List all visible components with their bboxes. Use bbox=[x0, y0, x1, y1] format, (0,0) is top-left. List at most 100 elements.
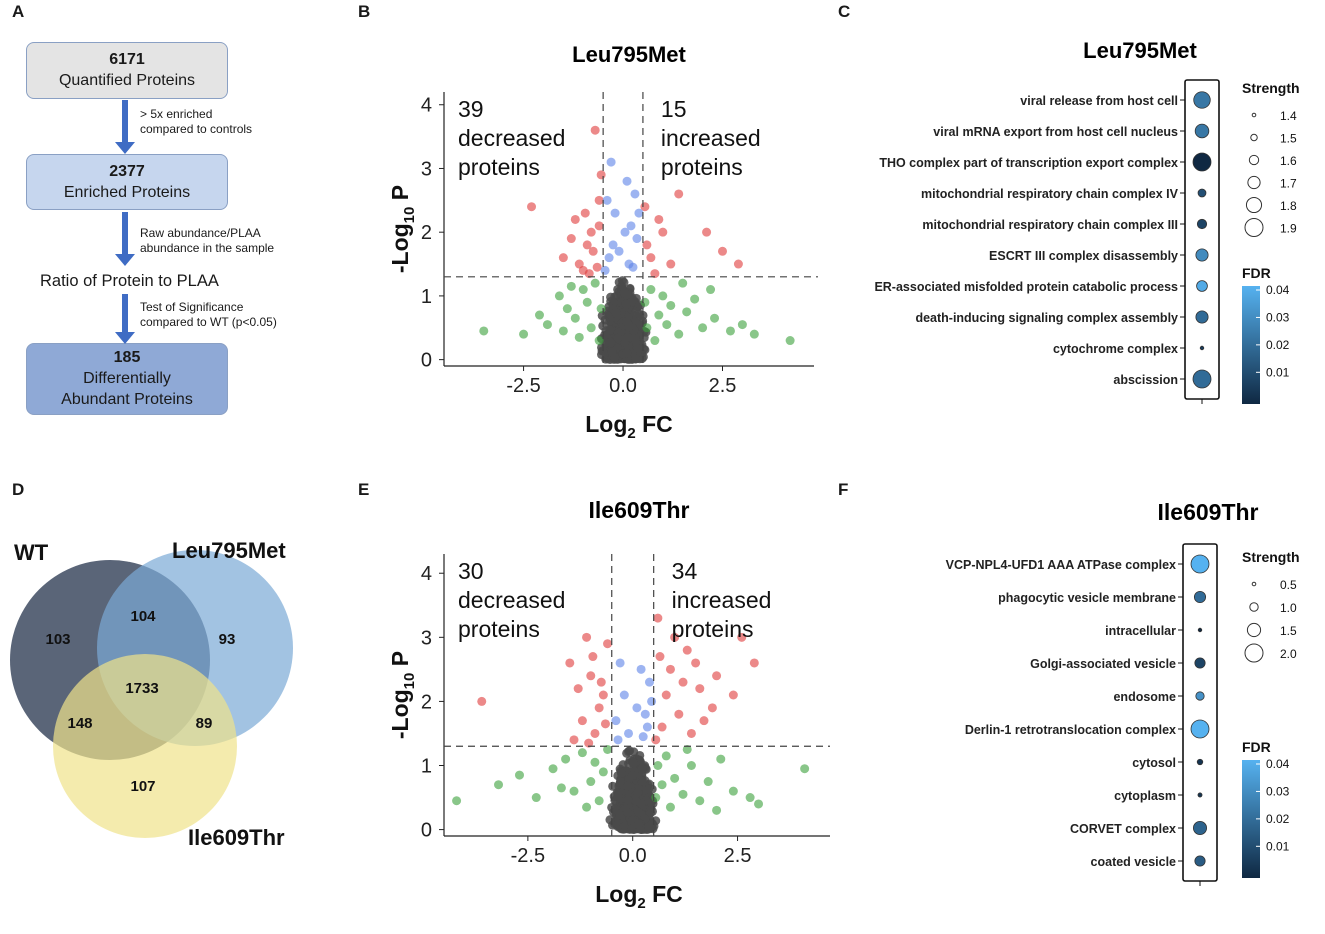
volcano-point-p_only bbox=[558, 326, 568, 336]
volcano-point-p_only bbox=[577, 748, 587, 758]
volcano-point-ns bbox=[633, 820, 643, 830]
term-label: cytochrome complex bbox=[1053, 342, 1178, 356]
volcano-point-p_only bbox=[569, 786, 579, 796]
y-tick-label: 0 bbox=[421, 350, 432, 372]
legend-strength-circle bbox=[1251, 112, 1257, 118]
volcano-point-p_only bbox=[594, 796, 604, 806]
volcano-point-significant bbox=[527, 202, 537, 212]
volcano-point-ns bbox=[628, 758, 638, 768]
volcano-point-p_only bbox=[531, 793, 541, 803]
term-dot bbox=[1195, 310, 1209, 324]
volcano-point-significant bbox=[584, 269, 594, 279]
volcano-point-ns bbox=[631, 796, 641, 806]
volcano-point-p_only bbox=[662, 320, 672, 330]
volcano-point-significant bbox=[566, 234, 576, 244]
volcano-point-p_only bbox=[590, 757, 600, 767]
volcano-point-significant bbox=[580, 208, 590, 218]
volcano-point-significant bbox=[590, 728, 600, 738]
term-label: coated vesicle bbox=[1091, 855, 1177, 869]
volcano-point-p_only bbox=[548, 764, 558, 774]
flow-arrow-shaft bbox=[122, 294, 128, 334]
volcano-point-p_only bbox=[566, 281, 576, 291]
legend-strength-title: Strength bbox=[1242, 549, 1300, 565]
volcano-point-p_only bbox=[640, 297, 650, 307]
volcano-point-ns bbox=[637, 764, 647, 774]
volcano-point-significant bbox=[584, 738, 594, 748]
y-tick-label: 4 bbox=[421, 563, 432, 585]
volcano-point-p_only bbox=[452, 796, 462, 806]
legend-strength-label: 1.7 bbox=[1280, 177, 1297, 191]
volcano-point-p_only bbox=[712, 805, 722, 815]
venn-diagram: WT Leu795Met Ile609Thr 103 104 93 1733 1… bbox=[10, 538, 293, 850]
volcano-point-fc_only bbox=[619, 690, 629, 700]
volcano-point-p_only bbox=[728, 786, 738, 796]
enrichment-plot-f: Ile609Thr VCP-NPL4-UFD1 AAA ATPase comple… bbox=[946, 499, 1300, 886]
flow-step-line: > 5x enriched bbox=[140, 107, 213, 121]
volcano-point-fc_only bbox=[632, 703, 642, 713]
term-label: CORVET complex bbox=[1070, 822, 1176, 836]
volcano-point-significant bbox=[686, 728, 696, 738]
volcano-point-p_only bbox=[800, 764, 810, 774]
annotation-increased-text: proteins bbox=[672, 616, 754, 642]
legend-strength-label: 1.5 bbox=[1280, 132, 1297, 146]
volcano-point-p_only bbox=[651, 793, 661, 803]
volcano-point-p_only bbox=[598, 767, 608, 777]
term-dot bbox=[1195, 248, 1209, 262]
legend-strength-circle bbox=[1249, 602, 1259, 612]
term-dot bbox=[1192, 820, 1207, 835]
term-dot bbox=[1190, 719, 1210, 739]
term-label: ER-associated misfolded protein cataboli… bbox=[874, 280, 1178, 294]
volcano-point-fc_only bbox=[622, 176, 632, 186]
annotation-decreased-count: 30 bbox=[458, 558, 484, 584]
legend-strength-circle bbox=[1246, 622, 1262, 638]
annotation-increased-count: 34 bbox=[672, 558, 698, 584]
term-dot bbox=[1192, 369, 1212, 389]
chart-title: Leu795Met bbox=[1083, 38, 1197, 63]
volcano-point-p_only bbox=[754, 799, 764, 809]
volcano-point-fc_only bbox=[636, 664, 646, 674]
volcano-point-fc_only bbox=[634, 208, 644, 218]
volcano-point-ns bbox=[607, 347, 617, 357]
volcano-point-p_only bbox=[785, 336, 795, 346]
volcano-point-p_only bbox=[695, 796, 705, 806]
volcano-point-significant bbox=[594, 221, 604, 231]
y-tick-label: 1 bbox=[421, 756, 432, 778]
volcano-point-fc_only bbox=[610, 208, 620, 218]
term-dot bbox=[1197, 627, 1203, 633]
volcano-point-ns bbox=[644, 822, 654, 832]
flow-arrow-head bbox=[115, 254, 135, 266]
volcano-point-significant bbox=[582, 240, 592, 250]
y-axis-label: -Log10 P bbox=[387, 651, 418, 739]
flow-arrow-shaft bbox=[122, 100, 128, 142]
x-tick-label: 2.5 bbox=[709, 375, 737, 397]
panel-label-e: E bbox=[358, 480, 370, 499]
x-axis-label-tail: FC bbox=[636, 411, 673, 437]
volcano-point-fc_only bbox=[647, 696, 657, 706]
x-axis-label-main: Log bbox=[585, 411, 627, 437]
flow-arrow-shaft bbox=[122, 212, 128, 256]
volcano-point-p_only bbox=[661, 751, 671, 761]
y-tick-label: 3 bbox=[421, 158, 432, 180]
legend-fdr-label: 0.01 bbox=[1266, 839, 1290, 853]
volcano-point-ns bbox=[625, 746, 635, 756]
flow-step-note: > 5x enriched compared to controls bbox=[140, 107, 252, 137]
term-dot bbox=[1194, 123, 1210, 139]
volcano-point-ns bbox=[616, 768, 626, 778]
flow-step-note: Raw abundance/PLAA abundance in the samp… bbox=[140, 226, 274, 256]
volcano-point-p_only bbox=[578, 285, 588, 295]
volcano-point-significant bbox=[477, 696, 487, 706]
volcano-point-significant bbox=[565, 658, 575, 668]
legend-fdr-label: 0.03 bbox=[1266, 784, 1290, 798]
volcano-point-p_only bbox=[698, 323, 708, 333]
volcano-point-significant bbox=[594, 703, 604, 713]
volcano-point-p_only bbox=[650, 336, 660, 346]
legend-strength-label: 2.0 bbox=[1280, 647, 1297, 661]
flow-arrow-head bbox=[115, 142, 135, 154]
legend-strength-circle bbox=[1247, 175, 1261, 190]
volcano-point-p_only bbox=[674, 329, 684, 339]
venn-count-all: 1733 bbox=[125, 680, 158, 697]
volcano-point-significant bbox=[678, 677, 688, 687]
legend-fdr-label: 0.01 bbox=[1266, 365, 1290, 379]
volcano-point-significant bbox=[603, 639, 613, 649]
